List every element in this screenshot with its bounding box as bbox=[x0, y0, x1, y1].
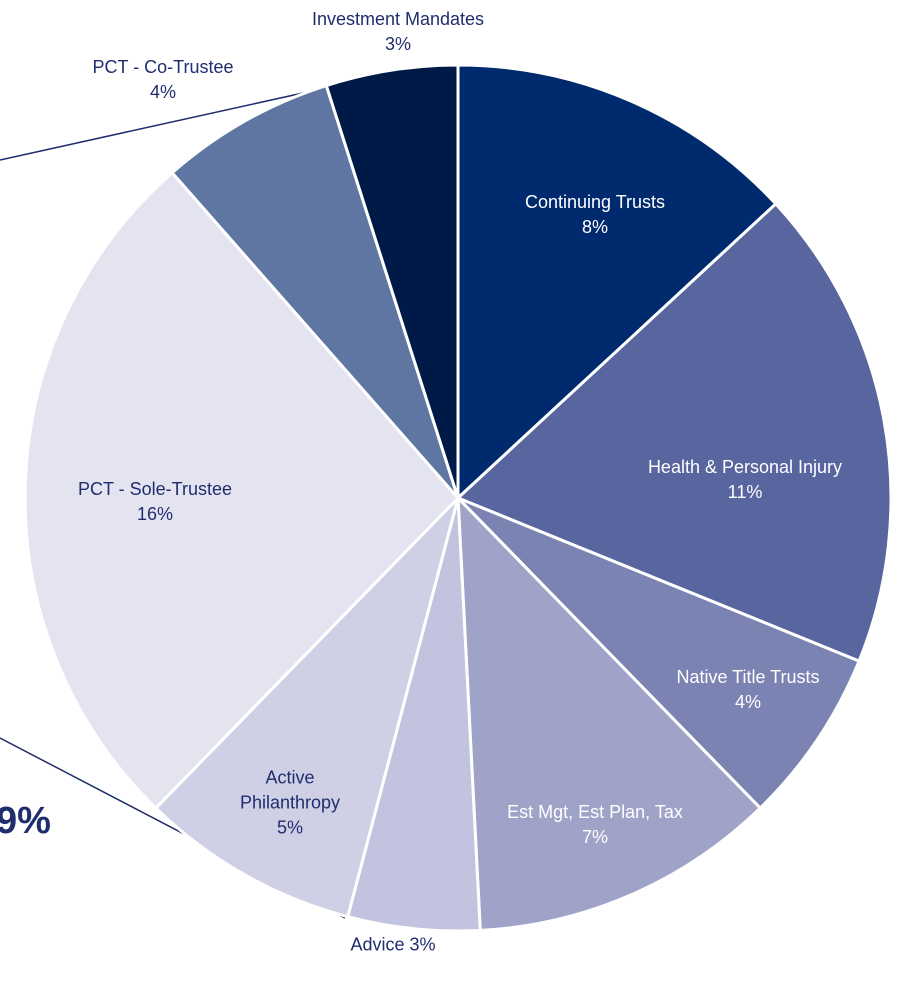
slice-label: Est Mgt, Est Plan, Tax 7% bbox=[465, 800, 725, 850]
category-label: Health & Personal Injury bbox=[647, 457, 843, 477]
pie-slice bbox=[455, 201, 893, 664]
annotation: 9% bbox=[0, 800, 51, 842]
pie-slice bbox=[23, 170, 461, 811]
slice-label: Active Philanthropy 5% bbox=[225, 766, 355, 841]
pie-slice bbox=[456, 63, 778, 502]
slice-label: Health & Personal Injury 11% bbox=[600, 455, 890, 505]
slice-label: PCT - Sole-Trustee 16% bbox=[35, 477, 275, 527]
slice-label: Advice 3% bbox=[293, 933, 493, 958]
value-label: 11% bbox=[727, 482, 763, 502]
value-label: 5% bbox=[276, 817, 303, 838]
value-label: 8% bbox=[581, 217, 608, 237]
value-label: 3% bbox=[409, 934, 436, 955]
pie-slice bbox=[456, 494, 763, 933]
connector-line bbox=[0, 86, 331, 161]
category-label: Active Philanthropy bbox=[239, 767, 341, 813]
pie-slice bbox=[153, 492, 461, 919]
category-label: PCT - Co-Trustee bbox=[92, 57, 234, 77]
slice-label: Native Title Trusts 4% bbox=[638, 665, 858, 715]
category-label: PCT - Sole-Trustee bbox=[77, 479, 233, 499]
slice-label: Investment Mandates 3% bbox=[268, 7, 528, 57]
category-label: Native Title Trusts bbox=[676, 667, 820, 687]
value-label: 7% bbox=[581, 827, 608, 847]
slice-label: Continuing Trusts 8% bbox=[465, 190, 725, 240]
value-label: 3% bbox=[384, 34, 411, 54]
pie-slice bbox=[456, 496, 862, 811]
slice-label: PCT - Co-Trustee 4% bbox=[53, 55, 273, 105]
pie-slice bbox=[324, 63, 460, 499]
category-label: Advice bbox=[350, 934, 405, 955]
value-label: 16% bbox=[136, 504, 174, 524]
value-label: 4% bbox=[734, 692, 761, 712]
category-label: Investment Mandates bbox=[311, 9, 485, 29]
value-label: 4% bbox=[149, 82, 176, 102]
category-label: Continuing Trusts bbox=[524, 192, 666, 212]
pie-slice bbox=[170, 83, 460, 499]
category-label: Est Mgt, Est Plan, Tax bbox=[507, 802, 683, 822]
